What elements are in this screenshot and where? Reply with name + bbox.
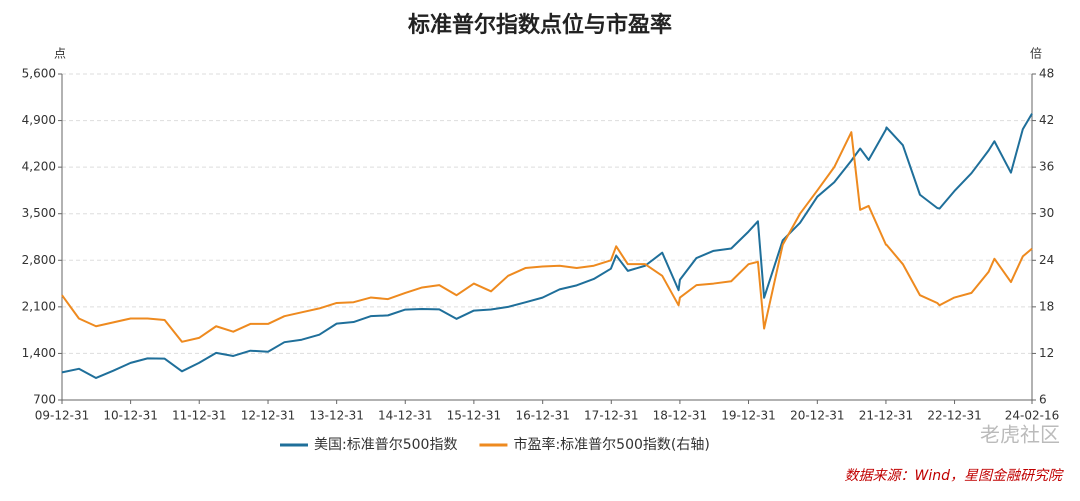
x-tick-label: 15-12-31 [447, 409, 501, 423]
series-line [61, 131, 1033, 343]
legend-label: 市盈率:标准普尔500指数(右轴) [513, 436, 709, 453]
watermark: 老虎社区 [980, 423, 1060, 447]
y2-axis-label: 倍 [1030, 46, 1042, 61]
legend-label: 美国:标准普尔500指数 [314, 437, 457, 453]
x-tick-label: 24-02-16 [1005, 409, 1059, 423]
x-tick-label: 11-12-31 [172, 409, 226, 423]
x-tick-label: 19-12-31 [721, 409, 775, 423]
x-tick-label: 16-12-31 [515, 409, 569, 423]
y2-tick-label: 18 [1039, 299, 1054, 313]
y-tick-label: 5,600 [22, 67, 56, 81]
y2-tick-label: 36 [1039, 160, 1054, 174]
x-tick-label: 21-12-31 [859, 409, 913, 423]
y-tick-label: 4,200 [22, 160, 56, 174]
y2-tick-label: 24 [1039, 253, 1054, 267]
y-tick-label: 4,900 [22, 113, 56, 127]
y2-tick-label: 6 [1039, 393, 1047, 407]
x-tick-label: 09-12-31 [35, 409, 89, 423]
x-tick-label: 10-12-31 [103, 409, 157, 423]
y2-tick-label: 12 [1039, 346, 1054, 360]
y-tick-label: 2,800 [22, 253, 56, 267]
x-tick-label: 14-12-31 [378, 409, 432, 423]
y-tick-label: 2,100 [22, 299, 56, 313]
y-tick-label: 1,400 [22, 346, 56, 360]
x-tick-label: 22-12-31 [927, 409, 981, 423]
x-tick-label: 12-12-31 [241, 409, 295, 423]
source-note: 数据来源：Wind，星图金融研究院 [845, 468, 1064, 484]
x-tick-label: 18-12-31 [653, 409, 707, 423]
y2-tick-label: 48 [1039, 67, 1054, 81]
y2-tick-label: 30 [1039, 206, 1054, 220]
y-axis-label: 点 [54, 47, 66, 61]
x-tick-label: 17-12-31 [584, 409, 638, 423]
x-tick-label: 20-12-31 [790, 409, 844, 423]
y-tick-label: 700 [33, 393, 56, 407]
y2-tick-label: 42 [1039, 113, 1054, 127]
x-tick-label: 13-12-31 [309, 409, 363, 423]
series-line [61, 113, 1033, 379]
chart-title: 标准普尔指数点位与市盈率 [408, 12, 672, 38]
y-tick-label: 3,500 [22, 206, 56, 220]
